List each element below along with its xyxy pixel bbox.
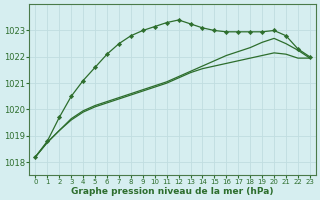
X-axis label: Graphe pression niveau de la mer (hPa): Graphe pression niveau de la mer (hPa) bbox=[71, 187, 274, 196]
